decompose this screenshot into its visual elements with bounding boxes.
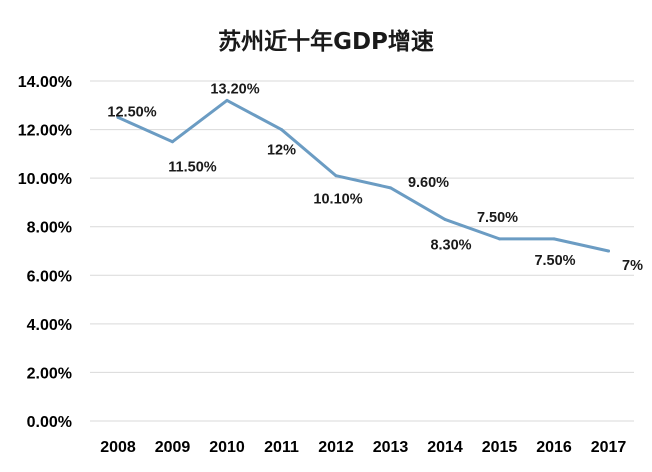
y-tick-label: 14.00%: [18, 74, 72, 91]
y-tick-label: 10.00%: [18, 171, 72, 188]
data-label: 9.60%: [408, 175, 449, 191]
data-label: 7%: [622, 258, 643, 274]
data-point: [280, 128, 283, 132]
y-tick-label: 0.00%: [27, 414, 72, 431]
data-label: 12.50%: [107, 104, 156, 120]
y-tick-label: 12.00%: [18, 123, 72, 140]
data-point: [607, 249, 610, 253]
data-point: [389, 186, 392, 190]
series-line: [116, 98, 610, 253]
data-point: [443, 217, 447, 221]
x-tick-label: 2015: [482, 439, 518, 456]
x-tick-label: 2011: [264, 439, 299, 456]
data-label: 7.50%: [477, 210, 518, 226]
data-point: [552, 237, 556, 241]
y-tick-label: 6.00%: [27, 268, 72, 285]
x-tick-label: 2016: [536, 439, 572, 456]
chart-title: 苏州近十年GDP增速: [218, 29, 434, 55]
data-label: 11.50%: [168, 160, 216, 176]
y-tick-label: 2.00%: [27, 365, 72, 382]
x-tick-label: 2012: [318, 439, 354, 456]
y-tick-label: 8.00%: [27, 220, 72, 237]
data-label: 12%: [267, 143, 296, 159]
x-tick-label: 2009: [155, 439, 191, 456]
data-label: 10.10%: [313, 192, 362, 208]
x-tick-label: 2013: [373, 439, 409, 456]
data-point: [334, 174, 338, 178]
data-point: [225, 98, 229, 102]
data-point: [498, 237, 501, 241]
data-label: 7.50%: [534, 253, 575, 269]
data-point: [116, 115, 120, 119]
x-tick-label: 2008: [100, 439, 136, 456]
x-tick-label: 2014: [427, 439, 463, 456]
data-label: 13.20%: [210, 81, 259, 97]
x-tick-label: 2010: [209, 439, 245, 456]
x-tick-label: 2017: [591, 439, 627, 456]
data-point: [171, 140, 174, 144]
y-tick-label: 4.00%: [27, 317, 72, 334]
data-label: 8.30%: [430, 237, 471, 253]
